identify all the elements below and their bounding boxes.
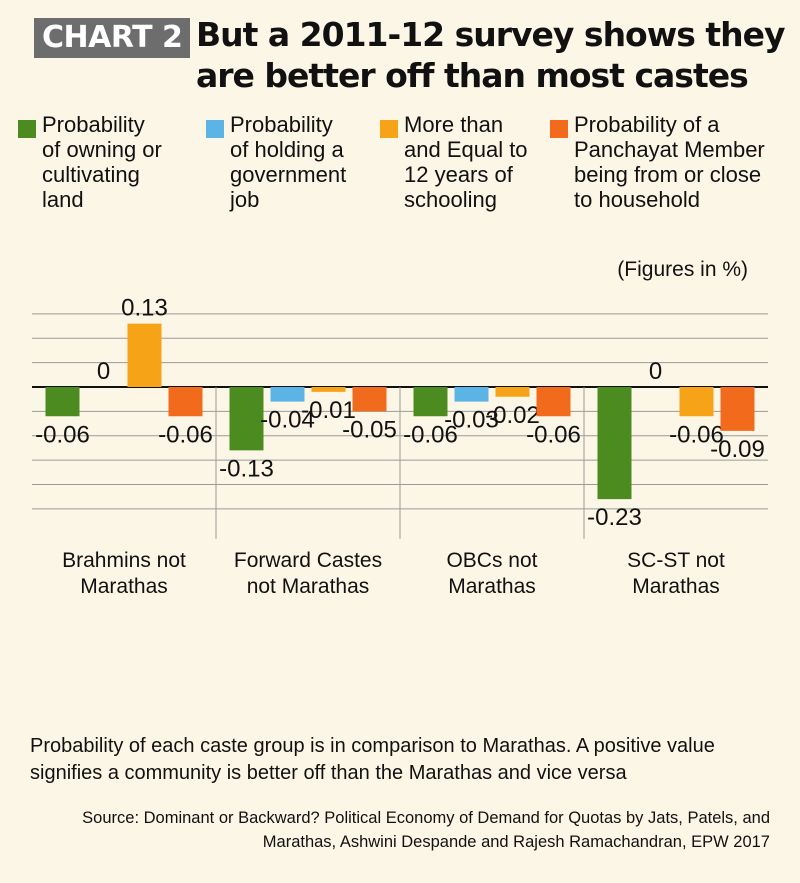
data-label: -0.06 [158,421,213,448]
data-label: -0.06 [669,421,724,448]
legend-label-panchayat: Probability of a Panchayat Member being … [574,112,765,212]
data-label: -0.01 [301,397,356,424]
legend-swatch-land [18,120,36,138]
data-label: -0.23 [587,504,642,531]
chart-title: But a 2011-12 survey shows they are bett… [196,15,786,95]
bar [311,387,346,392]
bar [229,387,264,451]
legend-label-schooling: More than and Equal to 12 years of schoo… [404,112,528,212]
data-label: -0.03 [444,407,499,434]
legend-swatch-panchayat [550,120,568,138]
data-label: 0.13 [121,295,168,322]
legend: Probability of owning or cultivating lan… [18,112,788,222]
category-label: not Marathas [247,575,370,598]
bar [270,387,305,402]
data-label: -0.06 [403,421,458,448]
bar [413,387,448,417]
category-label: OBCs not [446,549,537,572]
category-label: Forward Castes [234,549,382,572]
bar [454,387,489,402]
data-label: -0.06 [35,421,90,448]
bar [127,323,162,387]
bar [720,387,755,431]
category-label: SC-ST not [627,549,725,572]
data-label: 0 [649,358,662,385]
legend-item-panchayat: Probability of a Panchayat Member being … [550,112,765,212]
bar-chart: -0.06 0 0.13 -0.06 Brahmins not Marathas -0.13… [32,258,768,598]
bar [536,387,571,417]
footnote: Probability of each caste group is in co… [30,735,715,784]
data-label: -0.13 [219,455,274,482]
legend-label-land: Probability of owning or cultivating lan… [42,112,162,212]
legend-item-land: Probability of owning or cultivating lan… [18,112,162,212]
bar [168,387,203,417]
bar [352,387,387,412]
bar [495,387,530,397]
data-label: -0.04 [260,407,315,434]
chart-badge: CHART 2 [34,18,191,58]
bar [679,387,714,417]
legend-label-job: Probability of holding a government job [230,112,347,212]
legend-swatch-schooling [380,120,398,138]
legend-swatch-job [206,120,224,138]
category-label: Marathas [80,575,168,598]
category-label: Marathas [448,575,536,598]
bar [597,387,632,500]
data-label: -0.02 [485,402,540,429]
data-label: -0.09 [710,436,765,463]
category-label: Marathas [632,575,720,598]
figures-note: (Figures in %) [617,258,748,281]
data-label: -0.06 [526,421,581,448]
data-label: -0.05 [342,416,397,443]
source-credit: Source: Dominant or Backward? Political … [82,809,770,851]
legend-item-schooling: More than and Equal to 12 years of schoo… [380,112,528,212]
data-label: 0 [97,358,110,385]
bar [45,387,80,417]
category-label: Brahmins not [62,549,186,572]
legend-item-job: Probability of holding a government job [206,112,346,212]
